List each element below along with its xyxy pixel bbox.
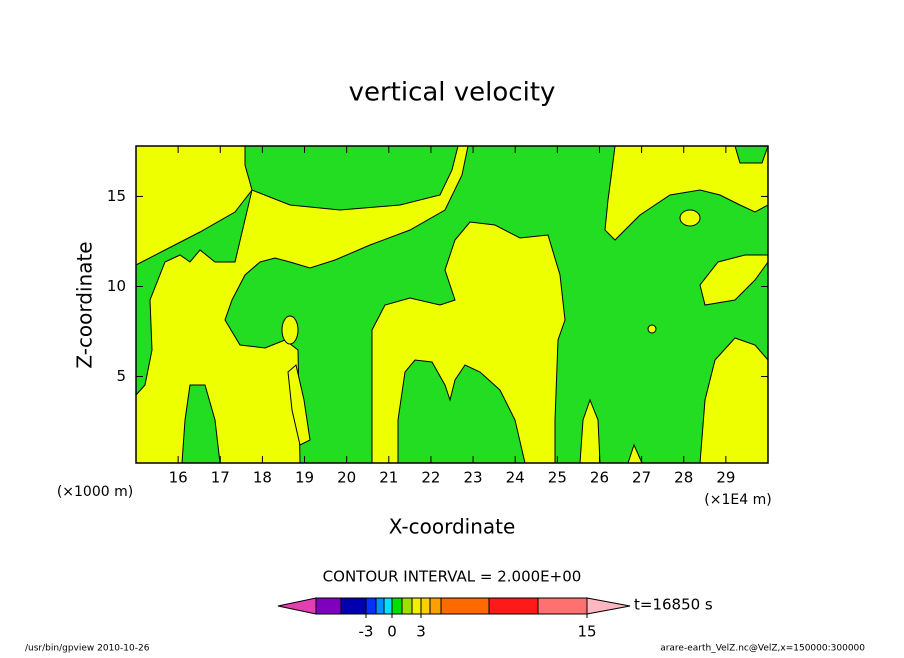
field-region <box>647 324 657 334</box>
field-region <box>281 315 299 345</box>
x-tick-label: 24 <box>506 469 525 487</box>
x-tick-label: 21 <box>379 469 398 487</box>
colorbar-box <box>315 597 342 615</box>
plot-frame <box>135 145 769 464</box>
x-axis-label: X-coordinate <box>389 515 516 539</box>
colorbar-tick-label: 0 <box>387 623 397 641</box>
colorbar-box <box>340 597 367 615</box>
colorbar-box <box>537 597 588 615</box>
x-tick-label: 16 <box>169 469 188 487</box>
x-tick-label: 22 <box>421 469 440 487</box>
field-region <box>371 221 566 464</box>
x-tick-label: 23 <box>464 469 483 487</box>
x-tick-label: 18 <box>253 469 272 487</box>
y-tick-label: 15 <box>107 187 126 205</box>
colorbar-over <box>586 597 631 615</box>
colorbar-tick-label: -3 <box>359 623 374 641</box>
x-tick-label: 28 <box>674 469 693 487</box>
x-tick-label: 20 <box>337 469 356 487</box>
x-tick-label: 25 <box>548 469 567 487</box>
colorbar-box <box>365 597 377 615</box>
colorbar-box <box>488 597 539 615</box>
colorbar-box <box>375 597 385 615</box>
x-tick-label: 19 <box>295 469 314 487</box>
colorbar-box <box>420 597 431 615</box>
x-scale-note: (×1000 m) <box>57 484 133 500</box>
field-region <box>679 209 701 227</box>
y-axis-label: Z-coordinate <box>73 241 97 368</box>
x-tick-label: 26 <box>590 469 609 487</box>
field-region <box>135 145 253 266</box>
x-tick-label: 27 <box>632 469 651 487</box>
y-tick-label: 5 <box>116 367 126 385</box>
colorbar-box <box>440 597 490 615</box>
colorbar-box <box>429 597 442 615</box>
colorbar-box <box>401 597 413 615</box>
footer-left: /usr/bin/gpview 2010-10-26 <box>25 644 150 654</box>
colorbar-box <box>383 597 393 615</box>
x-unit-note: (×1E4 m) <box>704 492 771 508</box>
x-tick-label: 17 <box>211 469 230 487</box>
y-tick-label: 10 <box>107 277 126 295</box>
contour-interval: CONTOUR INTERVAL = 2.000E+00 <box>323 568 582 586</box>
x-tick-label: 29 <box>716 469 735 487</box>
field-region <box>604 145 769 241</box>
colorbar-tick-label: 15 <box>577 623 596 641</box>
plot-field <box>135 145 769 464</box>
colorbar-tick-label: 3 <box>416 623 426 641</box>
chart-title: vertical velocity <box>349 78 556 108</box>
time-label: t=16850 s <box>634 596 713 614</box>
field-region <box>699 254 769 306</box>
field-region <box>287 364 311 446</box>
footer-right: arare-earth_VelZ.nc@VelZ,x=150000:300000 <box>660 644 865 654</box>
colorbar-box <box>391 597 403 615</box>
colorbar-box <box>411 597 422 615</box>
